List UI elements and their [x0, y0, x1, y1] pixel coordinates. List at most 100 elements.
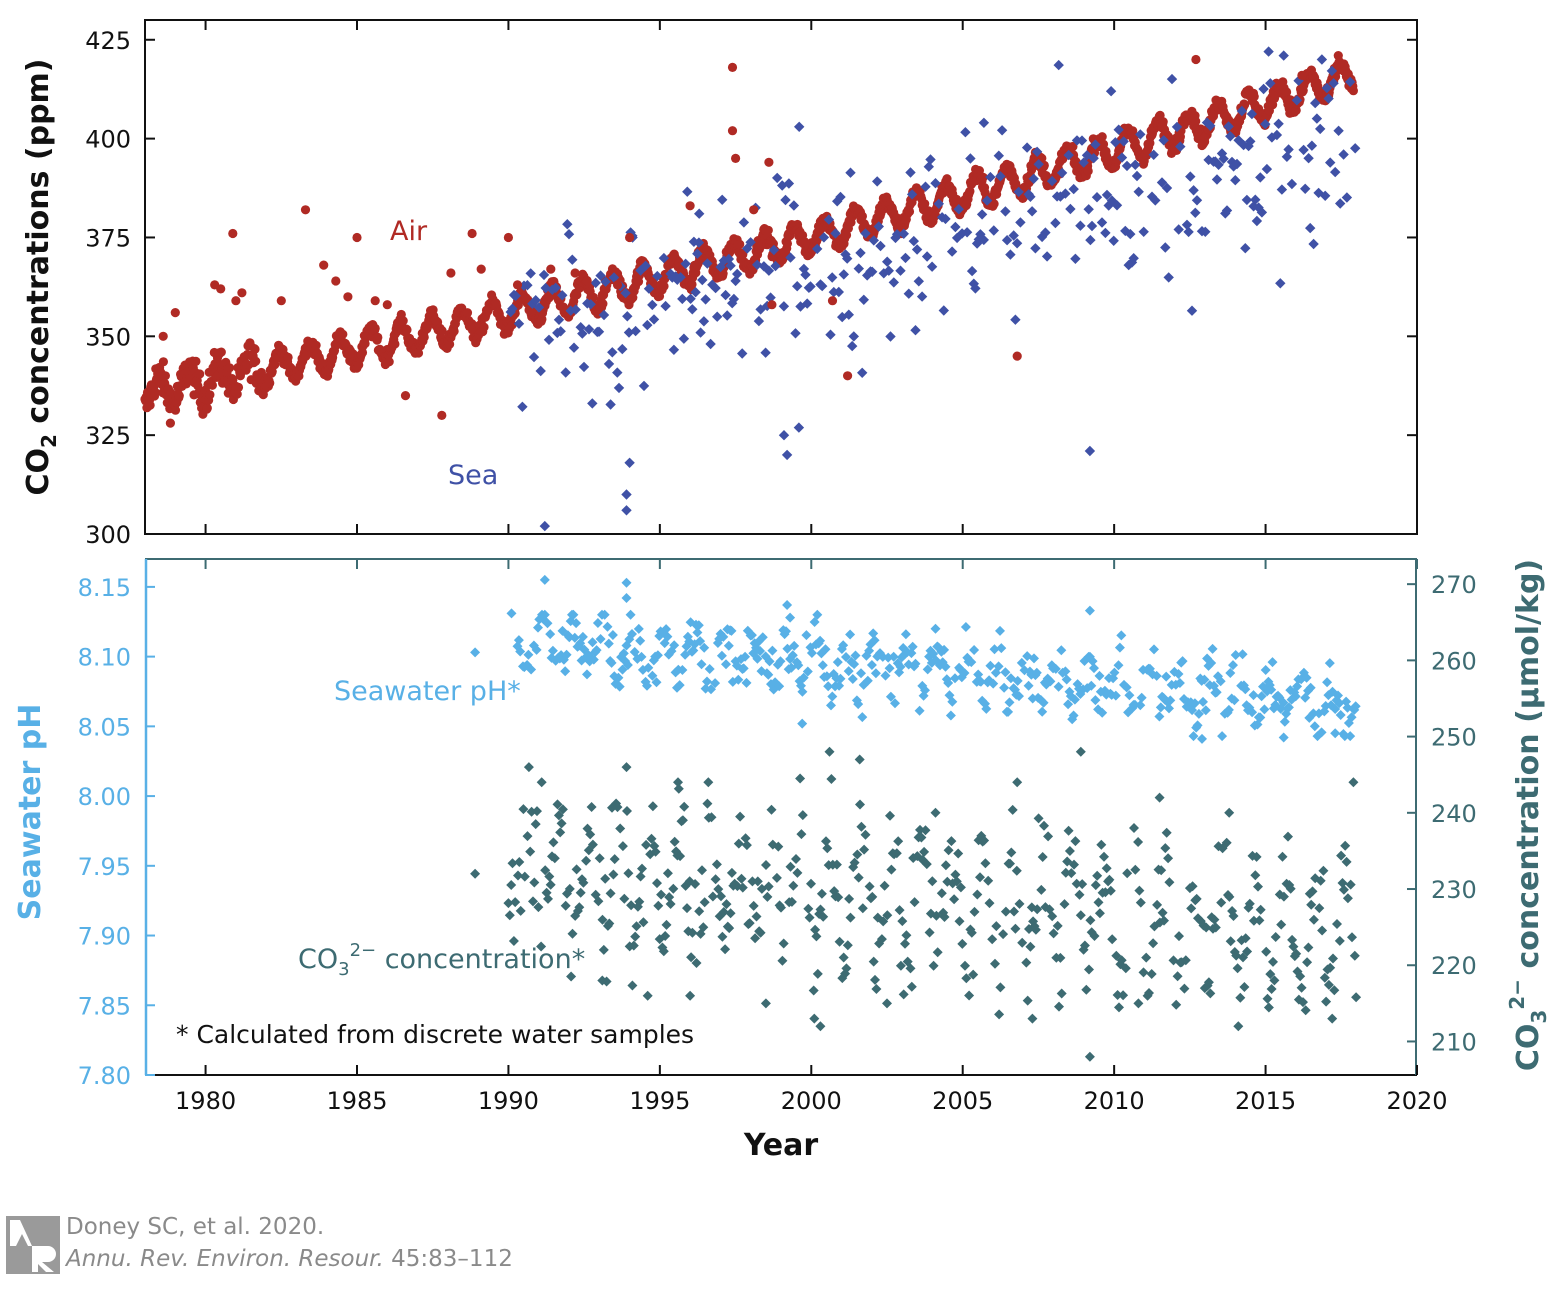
co3-point — [586, 802, 597, 812]
air-point — [764, 157, 774, 167]
sea-point — [1190, 207, 1201, 218]
annual-reviews-logo — [6, 1216, 60, 1274]
sea-series-label: Sea — [448, 460, 498, 491]
ph-point — [1260, 665, 1271, 675]
co3-point — [1295, 971, 1306, 982]
air-point — [1249, 92, 1259, 102]
co3-point — [1327, 1013, 1338, 1024]
sea-point — [567, 254, 578, 265]
ph-point — [1240, 684, 1251, 695]
sea-point — [1240, 243, 1251, 254]
co3-point — [1135, 897, 1146, 908]
ph-point — [669, 640, 680, 651]
co3-point — [1060, 867, 1071, 878]
ph-y-tick-label: 7.90 — [78, 923, 131, 951]
sea-point — [585, 299, 596, 310]
sea-point — [1053, 59, 1064, 71]
co3-point — [1055, 952, 1066, 963]
co3-point — [707, 891, 718, 902]
sea-point — [1065, 203, 1076, 215]
sea-point — [1026, 206, 1038, 217]
co3-point — [557, 804, 568, 815]
ph-point — [1124, 690, 1135, 701]
sea-point — [517, 401, 528, 412]
sea-point — [752, 259, 763, 270]
ph-point — [531, 644, 542, 655]
co3-point — [953, 848, 964, 859]
air-point — [731, 153, 741, 163]
co3-point — [1205, 988, 1216, 999]
co3-point — [1056, 988, 1067, 999]
ph-point — [866, 660, 877, 670]
co3-point — [555, 827, 566, 838]
sea-point — [760, 347, 771, 358]
sea-point — [911, 244, 923, 255]
sea-point — [1201, 117, 1213, 128]
air-point — [612, 280, 623, 290]
ph-point — [1305, 682, 1316, 693]
co3-point — [950, 869, 961, 880]
ph-point — [643, 662, 654, 673]
sea-point — [607, 347, 618, 358]
sea-point — [1130, 159, 1141, 170]
ph-point — [801, 630, 812, 641]
co3-point — [949, 894, 960, 905]
sea-point — [845, 167, 856, 178]
air-point — [687, 279, 697, 289]
ph-point — [603, 638, 614, 649]
ph-point — [959, 668, 970, 678]
sea-point — [1341, 192, 1353, 203]
sea-point — [587, 398, 598, 409]
ph-point — [647, 670, 658, 681]
air-point — [857, 211, 868, 221]
co3-point — [1130, 864, 1141, 875]
sea-point — [1033, 159, 1044, 170]
x-tick-label: 2010 — [1084, 1087, 1145, 1115]
co3-point — [533, 902, 544, 913]
air-point — [283, 352, 293, 362]
sea-point — [535, 365, 546, 377]
co3-point — [1253, 881, 1263, 892]
ph-point — [1016, 657, 1027, 668]
ph-point — [785, 612, 796, 623]
co3-point — [885, 810, 895, 821]
ph-point — [888, 651, 899, 662]
sea-point — [1078, 157, 1089, 168]
ph-point — [1192, 720, 1203, 731]
ph-point — [1309, 721, 1320, 732]
sea-point — [547, 284, 558, 295]
ph-point — [950, 673, 960, 684]
air-point — [659, 281, 669, 291]
ph-point — [1089, 663, 1099, 674]
co3-point — [1152, 899, 1163, 910]
ph-point — [614, 681, 625, 692]
sea-point — [930, 178, 941, 189]
co3-point — [1232, 963, 1243, 974]
sea-point — [1323, 93, 1334, 104]
ph-point — [907, 641, 918, 652]
air-point — [1068, 141, 1078, 152]
sea-point — [1313, 187, 1324, 199]
citation-journal: Annu. Rev. Environ. Resour. 45:83–112 — [66, 1246, 513, 1272]
co3-point — [972, 889, 983, 900]
sea-point — [1333, 125, 1344, 136]
ph-y-axis-title: Seawater pH — [13, 704, 48, 921]
co3-point — [669, 836, 680, 847]
co3-point — [1010, 923, 1021, 934]
co3-point — [842, 940, 853, 951]
co3-point — [687, 927, 698, 938]
sea-point — [1261, 163, 1273, 175]
co3-point — [1210, 922, 1221, 933]
air-point — [205, 390, 215, 400]
sea-point — [1150, 195, 1161, 206]
co3-point — [1235, 992, 1246, 1003]
ph-point — [642, 680, 652, 691]
ph-point — [947, 696, 958, 707]
sea-point — [847, 340, 858, 352]
sea-point — [543, 334, 555, 345]
co3-point — [1216, 897, 1227, 908]
sea-point — [978, 117, 990, 128]
sea-point — [562, 219, 573, 230]
co3-point — [1048, 928, 1059, 939]
co3-point — [585, 829, 596, 840]
